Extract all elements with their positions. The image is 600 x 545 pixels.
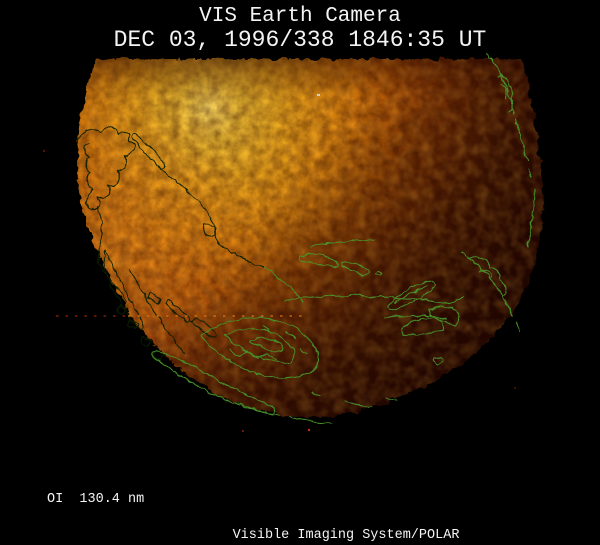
coastline-overlay bbox=[76, 52, 536, 424]
wavelength-label: OI 130.4 nm bbox=[47, 492, 145, 507]
credit-block: Visible Imaging System/POLAR The Univers… bbox=[216, 493, 475, 545]
coastline-south-america bbox=[151, 239, 521, 424]
limb-coastline-arc bbox=[486, 52, 536, 248]
hot-pixel-specks bbox=[43, 94, 516, 432]
dayglow-disk bbox=[77, 59, 544, 418]
credit-line-1: Visible Imaging System/POLAR bbox=[232, 528, 460, 543]
coastline-north-america bbox=[76, 126, 264, 361]
page-title: VIS Earth Camera bbox=[199, 5, 401, 28]
timestamp-label: DEC 03, 1996/338 1846:35 UT bbox=[113, 27, 487, 53]
